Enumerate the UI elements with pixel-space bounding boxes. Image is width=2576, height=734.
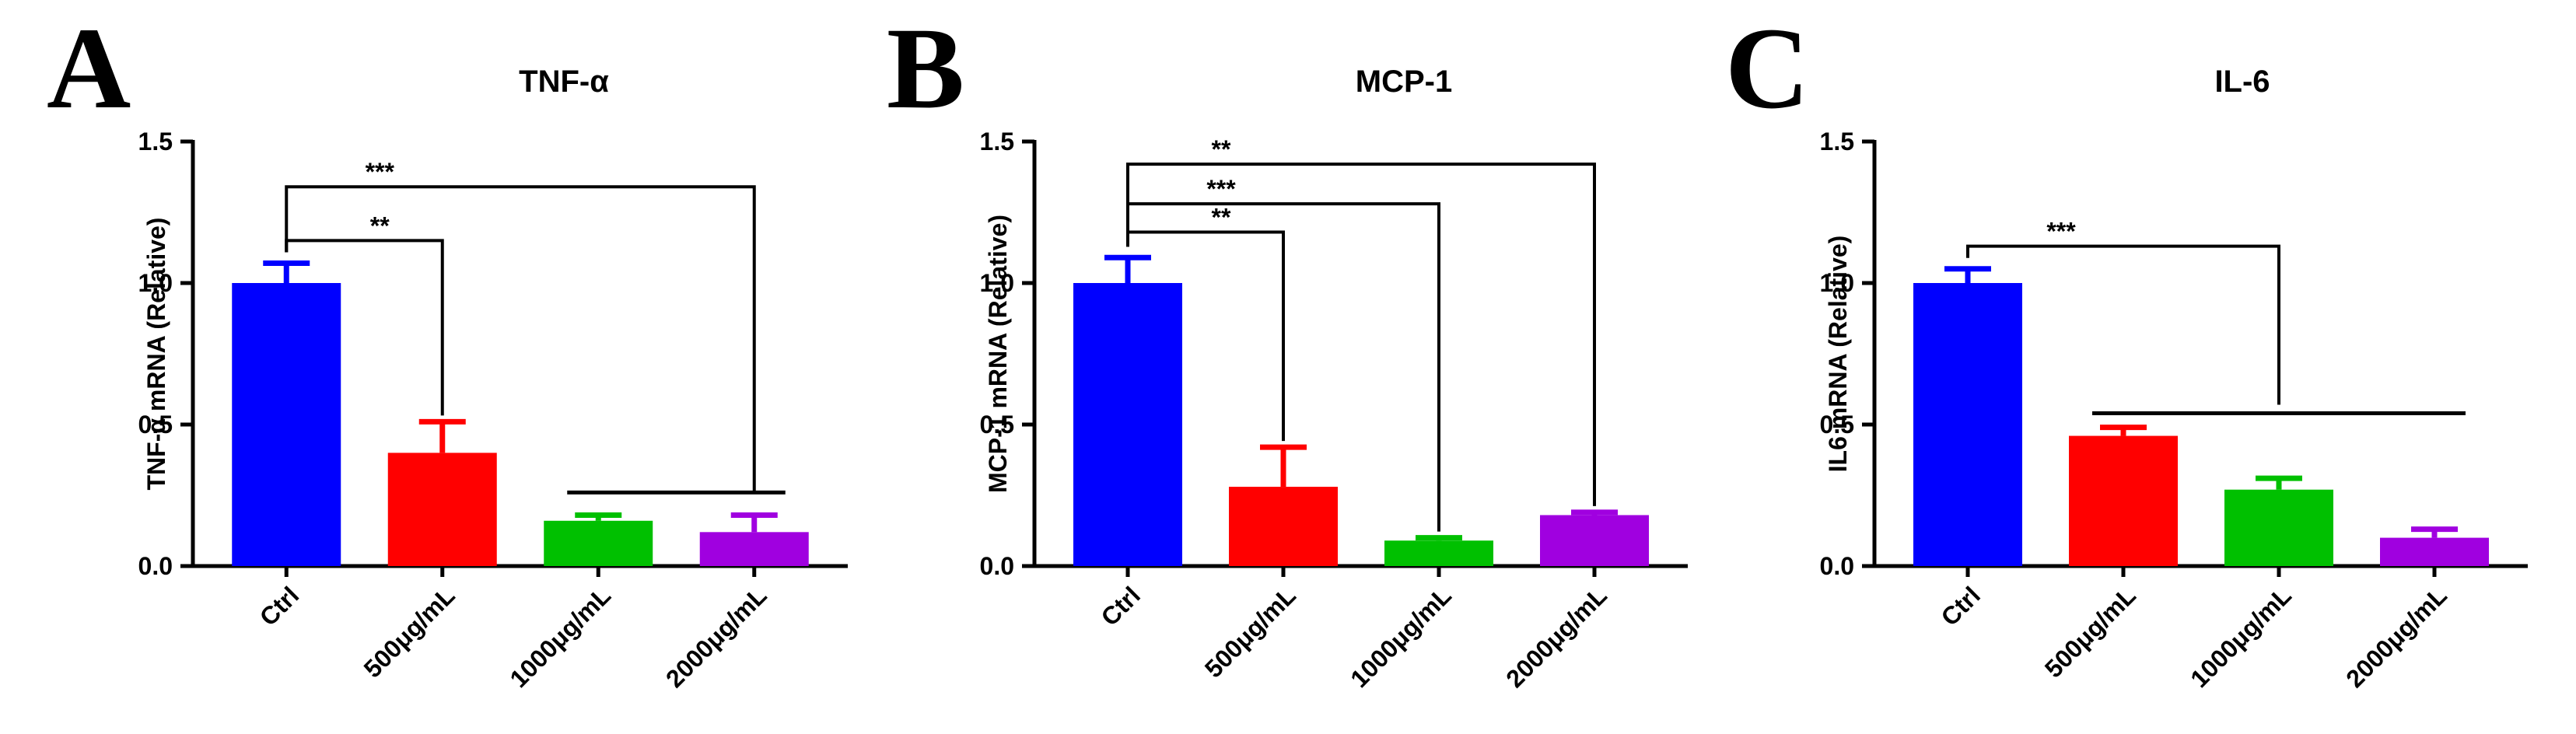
y-tick-label: 1.5: [1820, 128, 1854, 156]
y-axis-label: IL6 mRNA (Relative): [1824, 236, 1852, 473]
x-tick-label: Ctrl: [1936, 581, 1986, 631]
y-axis-label: TNF-α mRNA (Relative): [142, 218, 170, 491]
x-tick-label: 2000μg/mL: [660, 581, 772, 693]
panel-letter: A: [47, 4, 131, 133]
bar: [232, 283, 341, 566]
significance-bracket: [285, 185, 756, 493]
x-tick-label: 2000μg/mL: [2340, 581, 2452, 693]
chart-title: IL-6: [2214, 65, 2270, 99]
y-tick-label: 0.0: [1820, 552, 1854, 580]
x-tick-label: Ctrl: [1096, 581, 1146, 631]
chart-panel-b: B MCP-1 MCP-1 mRNA (Relative) 0.0 0.5 1.0 1.5 C…: [887, 4, 1688, 693]
chart-panel-c: C IL-6 IL6 mRNA (Relative) 0.0 0.5 1.0 1.5 Ctrl…: [1725, 4, 2528, 693]
bar: [1384, 540, 1493, 566]
y-tick-label: 1.0: [980, 269, 1014, 297]
y-tick-label: 1.5: [980, 128, 1014, 156]
bar: [1540, 515, 1649, 566]
x-tick-label: 2000μg/mL: [1500, 581, 1612, 693]
chart-title: MCP-1: [1356, 65, 1452, 99]
significance-label: **: [1212, 135, 1231, 163]
x-tick-label: 500μg/mL: [1199, 581, 1301, 683]
significance-label: **: [1212, 203, 1231, 231]
bar: [1229, 487, 1338, 566]
x-tick-label: 1000μg/mL: [1345, 581, 1457, 693]
y-tick-label: 0.0: [980, 552, 1014, 580]
chart-title: TNF-α: [519, 65, 609, 99]
bar: [2069, 435, 2178, 566]
panel-letter: C: [1725, 4, 1809, 133]
x-tick-label: 1000μg/mL: [2185, 581, 2297, 693]
significance-label: ***: [2046, 218, 2076, 246]
x-tick-label: 500μg/mL: [2039, 581, 2141, 683]
bar: [387, 453, 497, 566]
significance-label: ***: [1206, 175, 1236, 203]
panel-letter: B: [887, 4, 964, 133]
y-tick-label: 1.0: [138, 269, 173, 297]
significance-label: ***: [366, 158, 395, 186]
significance-label: **: [370, 211, 390, 239]
y-tick-label: 0.5: [980, 411, 1014, 439]
x-tick-label: 500μg/mL: [359, 581, 460, 683]
y-tick-label: 0.0: [138, 552, 173, 580]
y-tick-label: 0.5: [1820, 411, 1854, 439]
x-tick-label: 1000μg/mL: [505, 581, 617, 693]
bar: [2380, 537, 2489, 566]
bar: [699, 532, 809, 566]
bar: [544, 520, 653, 566]
y-axis-label: MCP-1 mRNA (Relative): [984, 215, 1012, 493]
y-tick-label: 0.5: [138, 411, 173, 439]
y-tick-label: 1.5: [138, 128, 173, 156]
bar: [1073, 283, 1182, 566]
bar: [1913, 283, 2022, 566]
significance-bracket: [1966, 244, 2280, 405]
x-tick-label: Ctrl: [254, 581, 304, 631]
bar: [2224, 489, 2333, 566]
significance-bracket: [1126, 163, 1596, 506]
chart-panel-a: A TNF-α TNF-α mRNA (Relative) 0.0 0.5 1.0 1.5 C…: [47, 4, 848, 693]
y-tick-label: 1.0: [1820, 269, 1854, 297]
